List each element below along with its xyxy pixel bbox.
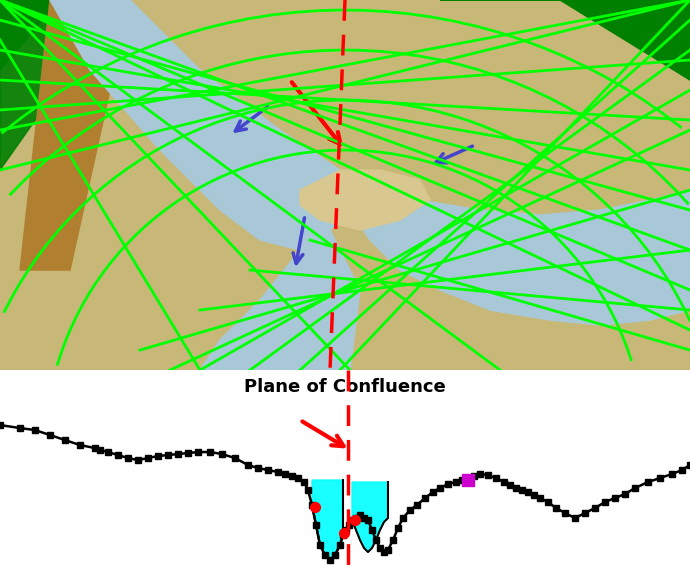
Polygon shape xyxy=(200,230,360,370)
Polygon shape xyxy=(590,0,690,80)
Polygon shape xyxy=(300,170,430,230)
Polygon shape xyxy=(20,0,130,270)
Polygon shape xyxy=(0,0,120,170)
Text: Plane of Confluence: Plane of Confluence xyxy=(244,378,446,396)
Polygon shape xyxy=(352,482,388,552)
Polygon shape xyxy=(440,0,690,80)
Polygon shape xyxy=(340,170,690,325)
Polygon shape xyxy=(50,0,350,250)
Polygon shape xyxy=(312,480,343,560)
Polygon shape xyxy=(0,0,60,70)
Polygon shape xyxy=(580,0,690,30)
